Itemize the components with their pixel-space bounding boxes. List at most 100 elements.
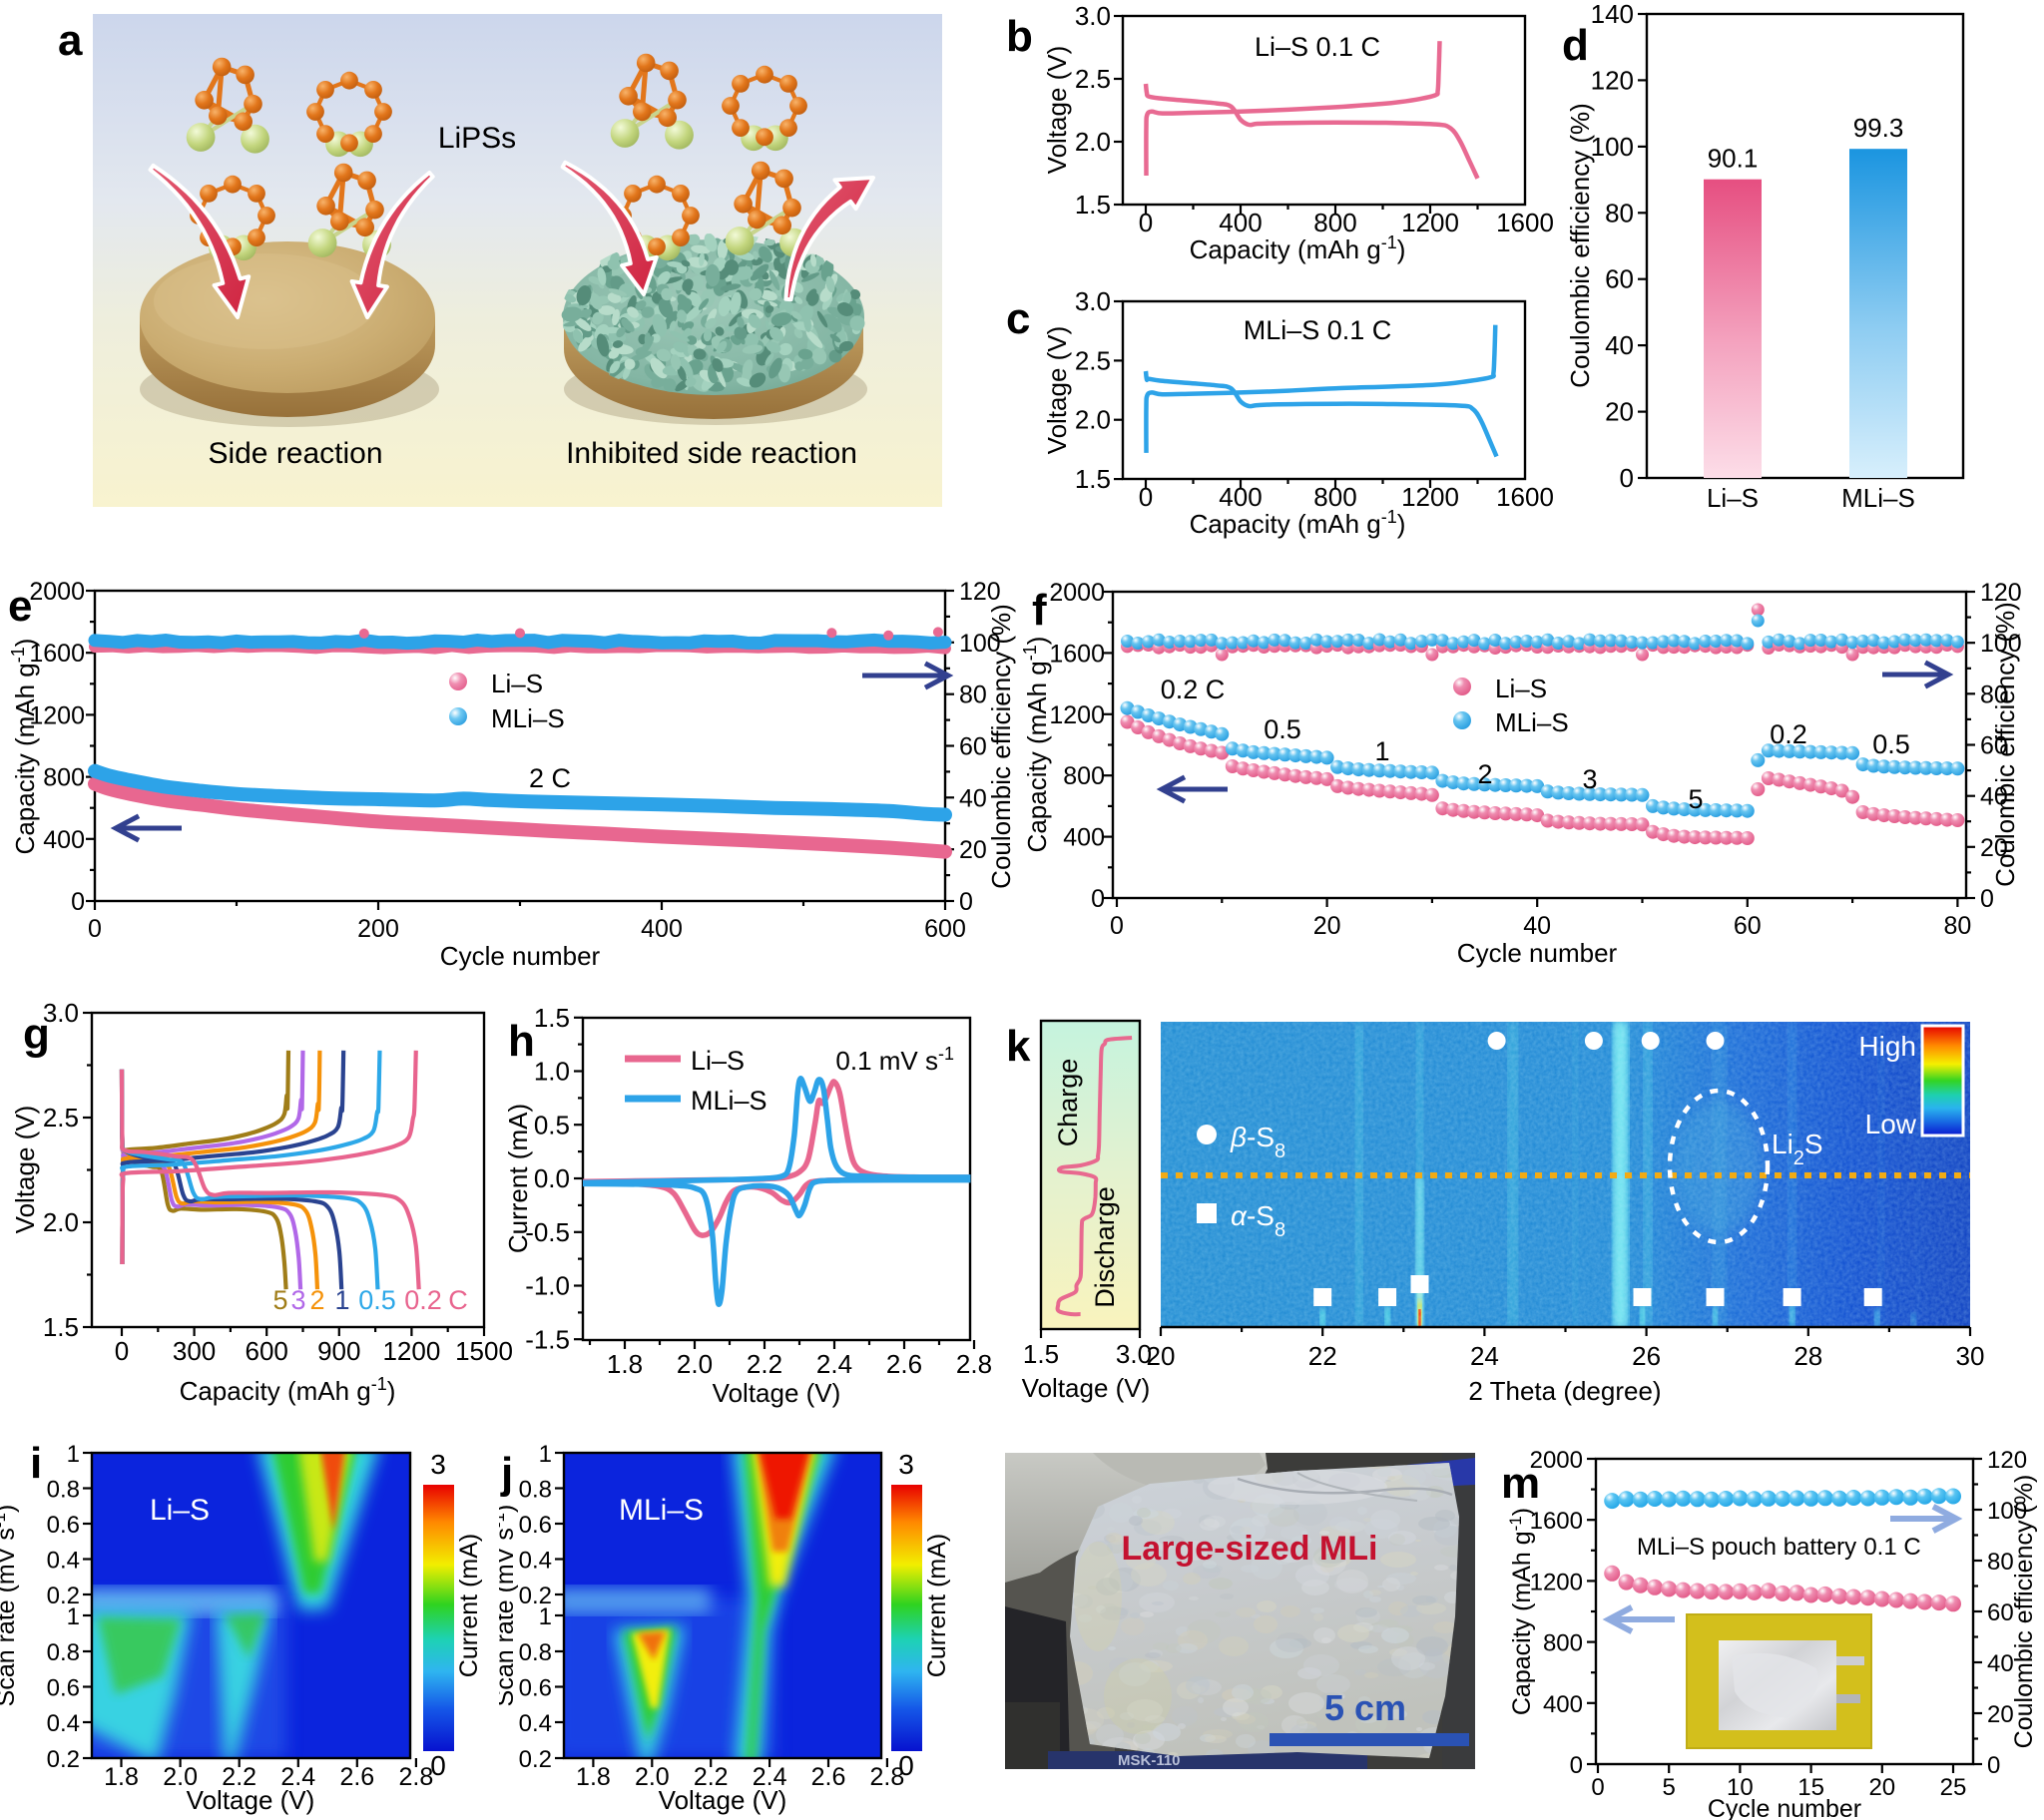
svg-text:400: 400 — [43, 826, 85, 854]
svg-text:Current (mA): Current (mA) — [503, 1104, 533, 1253]
svg-text:Voltage (V): Voltage (V) — [187, 1785, 315, 1815]
svg-text:3.0: 3.0 — [43, 998, 79, 1028]
svg-text:MLi–S: MLi–S — [691, 1086, 767, 1116]
svg-text:0.4: 0.4 — [519, 1548, 552, 1575]
svg-text:Voltage (V): Voltage (V) — [1042, 46, 1072, 175]
svg-text:2.0: 2.0 — [163, 1763, 198, 1791]
svg-text:0.2: 0.2 — [1770, 719, 1807, 749]
svg-text:0.6: 0.6 — [47, 1512, 80, 1539]
svg-text:0.4: 0.4 — [519, 1710, 552, 1737]
svg-text:LiPSs: LiPSs — [438, 122, 516, 155]
svg-text:20: 20 — [1147, 1341, 1176, 1371]
svg-text:24: 24 — [1470, 1341, 1499, 1371]
svg-text:25: 25 — [1940, 1774, 1967, 1801]
svg-text:100: 100 — [1591, 132, 1634, 162]
svg-text:300: 300 — [173, 1336, 216, 1366]
svg-text:2 Theta (degree): 2 Theta (degree) — [1468, 1376, 1661, 1406]
svg-text:2.8: 2.8 — [956, 1349, 992, 1379]
svg-text:1.0: 1.0 — [534, 1057, 570, 1087]
svg-text:2.6: 2.6 — [886, 1349, 922, 1379]
svg-text:1600: 1600 — [1496, 208, 1554, 237]
svg-text:0.2: 0.2 — [404, 1285, 442, 1315]
svg-text:0: 0 — [1091, 885, 1105, 913]
svg-text:80: 80 — [1605, 198, 1634, 228]
svg-text:C: C — [448, 1285, 468, 1315]
svg-text:120: 120 — [1987, 1447, 2027, 1474]
svg-text:Voltage (V): Voltage (V) — [10, 1106, 40, 1234]
svg-text:0.8: 0.8 — [47, 1639, 80, 1666]
svg-text:0.5: 0.5 — [1264, 714, 1301, 744]
svg-text:Current (mA): Current (mA) — [923, 1534, 951, 1677]
svg-text:15: 15 — [1797, 1774, 1824, 1801]
svg-text:0.4: 0.4 — [47, 1548, 80, 1575]
svg-text:0: 0 — [115, 1336, 129, 1366]
svg-text:20: 20 — [1868, 1774, 1895, 1801]
svg-text:2.0: 2.0 — [43, 1207, 79, 1237]
svg-text:0: 0 — [959, 888, 973, 916]
svg-text:1200: 1200 — [1530, 1569, 1583, 1595]
svg-text:MLi–S: MLi–S — [1495, 707, 1569, 737]
svg-text:2.8: 2.8 — [399, 1763, 434, 1791]
svg-text:-0.5: -0.5 — [525, 1217, 570, 1247]
svg-text:0: 0 — [71, 888, 85, 916]
svg-text:20: 20 — [1605, 397, 1634, 427]
svg-text:60: 60 — [1987, 1599, 2014, 1626]
svg-text:2000: 2000 — [1530, 1447, 1583, 1474]
svg-text:0.2: 0.2 — [47, 1583, 80, 1609]
svg-text:0: 0 — [1987, 1752, 2000, 1779]
svg-text:120: 120 — [959, 578, 1001, 606]
svg-text:80: 80 — [1987, 1549, 2014, 1576]
svg-text:0.2 C: 0.2 C — [1161, 675, 1226, 704]
svg-text:3.0: 3.0 — [1116, 1339, 1152, 1369]
svg-text:0.4: 0.4 — [47, 1710, 80, 1737]
svg-text:0: 0 — [88, 915, 102, 943]
svg-text:1: 1 — [539, 1441, 552, 1468]
svg-text:1600: 1600 — [1496, 482, 1554, 512]
svg-text:0.2: 0.2 — [47, 1746, 80, 1773]
svg-text:MLi–S: MLi–S — [619, 1494, 704, 1527]
svg-text:20: 20 — [1980, 834, 2008, 862]
svg-text:Cycle number: Cycle number — [1457, 938, 1618, 968]
svg-text:0: 0 — [1139, 482, 1153, 512]
svg-text:Discharge: Discharge — [1090, 1186, 1120, 1308]
svg-text:2.8: 2.8 — [870, 1763, 905, 1791]
svg-text:Cycle number: Cycle number — [1708, 1795, 1861, 1820]
svg-text:28: 28 — [1793, 1341, 1822, 1371]
svg-text:0.6: 0.6 — [519, 1512, 552, 1539]
svg-text:High: High — [1858, 1031, 1916, 1062]
svg-text:1200: 1200 — [29, 701, 85, 729]
svg-text:2.6: 2.6 — [339, 1763, 374, 1791]
svg-text:Current (mA): Current (mA) — [455, 1534, 483, 1677]
svg-text:MLi–S: MLi–S — [1841, 483, 1915, 513]
svg-text:Li–S: Li–S — [150, 1494, 210, 1527]
svg-text:0.5: 0.5 — [1872, 729, 1910, 759]
svg-text:600: 600 — [246, 1336, 288, 1366]
svg-text:1.5: 1.5 — [1075, 190, 1111, 220]
svg-text:400: 400 — [641, 915, 683, 943]
svg-text:10: 10 — [1727, 1774, 1754, 1801]
svg-text:3.0: 3.0 — [1075, 289, 1111, 316]
svg-text:2.0: 2.0 — [1075, 127, 1111, 157]
svg-text:60: 60 — [1605, 264, 1634, 294]
svg-text:3: 3 — [1582, 764, 1597, 794]
svg-text:MLi–S 0.1 C: MLi–S 0.1 C — [1244, 315, 1392, 345]
svg-text:120: 120 — [1591, 65, 1634, 95]
svg-text:1.5: 1.5 — [1075, 464, 1111, 494]
svg-text:200: 200 — [357, 915, 399, 943]
svg-text:99.3: 99.3 — [1853, 113, 1904, 143]
svg-text:MLi–S pouch battery: MLi–S pouch battery — [1637, 1534, 1856, 1561]
svg-text:1: 1 — [334, 1285, 349, 1315]
svg-text:60: 60 — [959, 733, 987, 761]
svg-text:Capacity (mAh g-1): Capacity (mAh g-1) — [1506, 1508, 1537, 1715]
svg-text:0.5: 0.5 — [358, 1285, 396, 1315]
svg-text:3: 3 — [290, 1285, 305, 1315]
svg-text:100: 100 — [1987, 1498, 2027, 1525]
svg-text:Voltage (V): Voltage (V) — [1042, 326, 1072, 455]
svg-text:MLi–S: MLi–S — [491, 703, 565, 733]
svg-text:80: 80 — [959, 682, 987, 709]
svg-text:0.6: 0.6 — [47, 1675, 80, 1702]
svg-text:Voltage (V): Voltage (V) — [659, 1785, 787, 1815]
svg-text:1: 1 — [1374, 736, 1389, 766]
svg-text:2.5: 2.5 — [43, 1103, 79, 1133]
svg-text:800: 800 — [1063, 762, 1105, 790]
